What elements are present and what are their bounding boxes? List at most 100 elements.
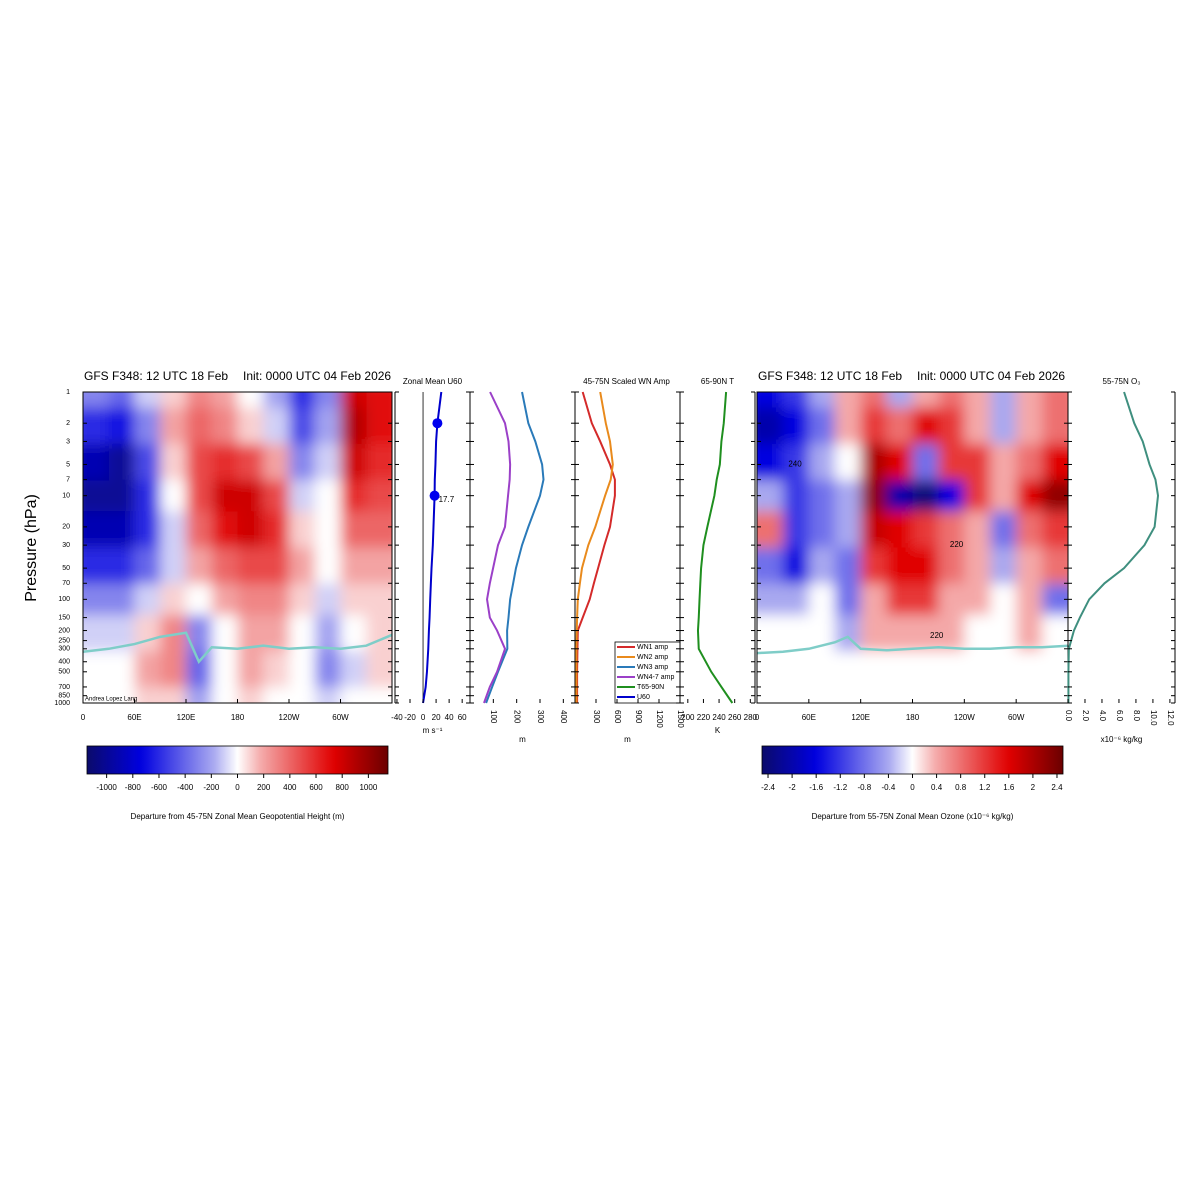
heatmap-cell (134, 687, 161, 703)
colorbar-tick-label: -600 (151, 783, 168, 792)
heatmap-cell (964, 687, 991, 703)
heatmap-cell (314, 547, 341, 585)
heatmap-cell (314, 614, 341, 652)
heatmap-cell (211, 443, 238, 481)
heatmap-cell (366, 407, 392, 445)
tropopause-line (83, 631, 392, 665)
heatmap-cell (964, 443, 991, 481)
heatmap-cell (808, 480, 836, 512)
heatmap-cell (834, 480, 862, 512)
x-tick-label: 280 (744, 713, 758, 722)
heatmap-cell (990, 614, 1017, 652)
heatmap-cell (834, 511, 862, 548)
x-tick-label: 2.0 (1081, 710, 1090, 722)
heatmap-cell (834, 407, 862, 445)
heatmap-cell (1042, 443, 1068, 481)
heatmap-cell (186, 392, 213, 409)
heatmap-cell (1042, 392, 1068, 409)
heatmap-cell (808, 583, 836, 616)
heatmap-cell (757, 392, 784, 409)
y-tick-label: 1000 (54, 700, 70, 707)
chart-title: GFS F348: 12 UTC 18 Feb (758, 369, 902, 383)
heatmap-cell (108, 407, 135, 445)
heatmap-cell (757, 687, 784, 703)
contour-label: 220 (930, 631, 944, 640)
heatmap-cell (314, 392, 341, 409)
heatmap-cell (134, 511, 161, 548)
heatmap-cell (314, 407, 341, 445)
heatmap-cell (314, 443, 341, 481)
heatmap-cell (782, 687, 810, 703)
heatmap-cell (938, 687, 965, 703)
x-axis-label: m (519, 735, 526, 744)
colorbar-tick-label: -0.8 (857, 783, 871, 792)
y-tick-label: 150 (58, 614, 70, 621)
legend-box (614, 641, 681, 704)
colorbar-tick-label: 1.2 (979, 783, 991, 792)
heatmap-cell (237, 511, 264, 548)
x-tick-label: 220 (697, 713, 711, 722)
y-tick-label: 30 (62, 542, 70, 549)
heatmap-cell (860, 480, 888, 512)
heatmap-cell (964, 583, 991, 616)
heatmap-cell (83, 651, 110, 688)
heatmap-cell (83, 407, 110, 445)
colorbar-tick-label: 200 (257, 783, 271, 792)
heatmap-cell (289, 651, 316, 688)
heatmap-cell (211, 651, 238, 688)
heatmap-cell (237, 651, 264, 688)
heatmap-cell (964, 614, 991, 652)
heatmap-cell (990, 480, 1017, 512)
y-tick-label: 2 (66, 420, 70, 427)
x-tick-label: 120E (851, 713, 870, 722)
x-tick-label: -20 (404, 713, 416, 722)
colorbar-tick-label: -2.4 (761, 783, 775, 792)
heatmap-cell (912, 443, 939, 481)
legend-label: WN1 amp (637, 644, 668, 651)
x-tick-label: 12.0 (1166, 710, 1175, 726)
heatmap-cell (340, 407, 367, 445)
heatmap-cell (808, 687, 836, 703)
x-tick-label: 1200 (655, 710, 664, 728)
heatmap-cell (289, 407, 316, 445)
colorbar-tick-label: 1000 (359, 783, 377, 792)
profile-line (696, 391, 734, 704)
heatmap-cell (938, 614, 965, 652)
heatmap-cell (886, 614, 913, 652)
y-tick-label: 700 (58, 684, 70, 691)
heatmap-cell (263, 583, 290, 616)
heatmap-cell (757, 407, 784, 445)
heatmap-cell (938, 443, 965, 481)
colorbar-tick-label: 2 (1031, 783, 1036, 792)
heatmap-cell (160, 547, 187, 585)
y-tick-label: 5 (66, 461, 70, 468)
colorbar-tick-label: 800 (336, 783, 350, 792)
colorbar-tick-label: -1000 (96, 783, 117, 792)
heatmap-cell (860, 547, 888, 585)
heatmap-cell (108, 480, 135, 512)
profile-marker (432, 418, 443, 429)
colorbar-tick-label: -2 (789, 783, 797, 792)
colorbar-label: Departure from 55-75N Zonal Mean Ozone (… (812, 812, 1014, 821)
heatmap-cell (237, 443, 264, 481)
heatmap-cell (990, 392, 1017, 409)
heatmap-cell (860, 443, 888, 481)
heatmap-cell (860, 651, 888, 688)
heatmap-cell (782, 407, 810, 445)
heatmap-cell (237, 687, 264, 703)
heatmap-field (83, 392, 392, 703)
chart-subtitle: Init: 0000 UTC 04 Feb 2026 (243, 369, 391, 383)
heatmap-cell (263, 407, 290, 445)
heatmap-cell (782, 511, 810, 548)
heatmap-cell (134, 583, 161, 616)
marker-label: 17.7 (439, 495, 455, 504)
heatmap-cell (108, 511, 135, 548)
colorbar (761, 745, 1064, 775)
heatmap-cell (160, 687, 187, 703)
heatmap-cell (757, 511, 784, 548)
heatmap-cell (1016, 547, 1043, 585)
heatmap-cell (211, 614, 238, 652)
heatmap-cell (1042, 583, 1068, 616)
heatmap-cell (938, 392, 965, 409)
